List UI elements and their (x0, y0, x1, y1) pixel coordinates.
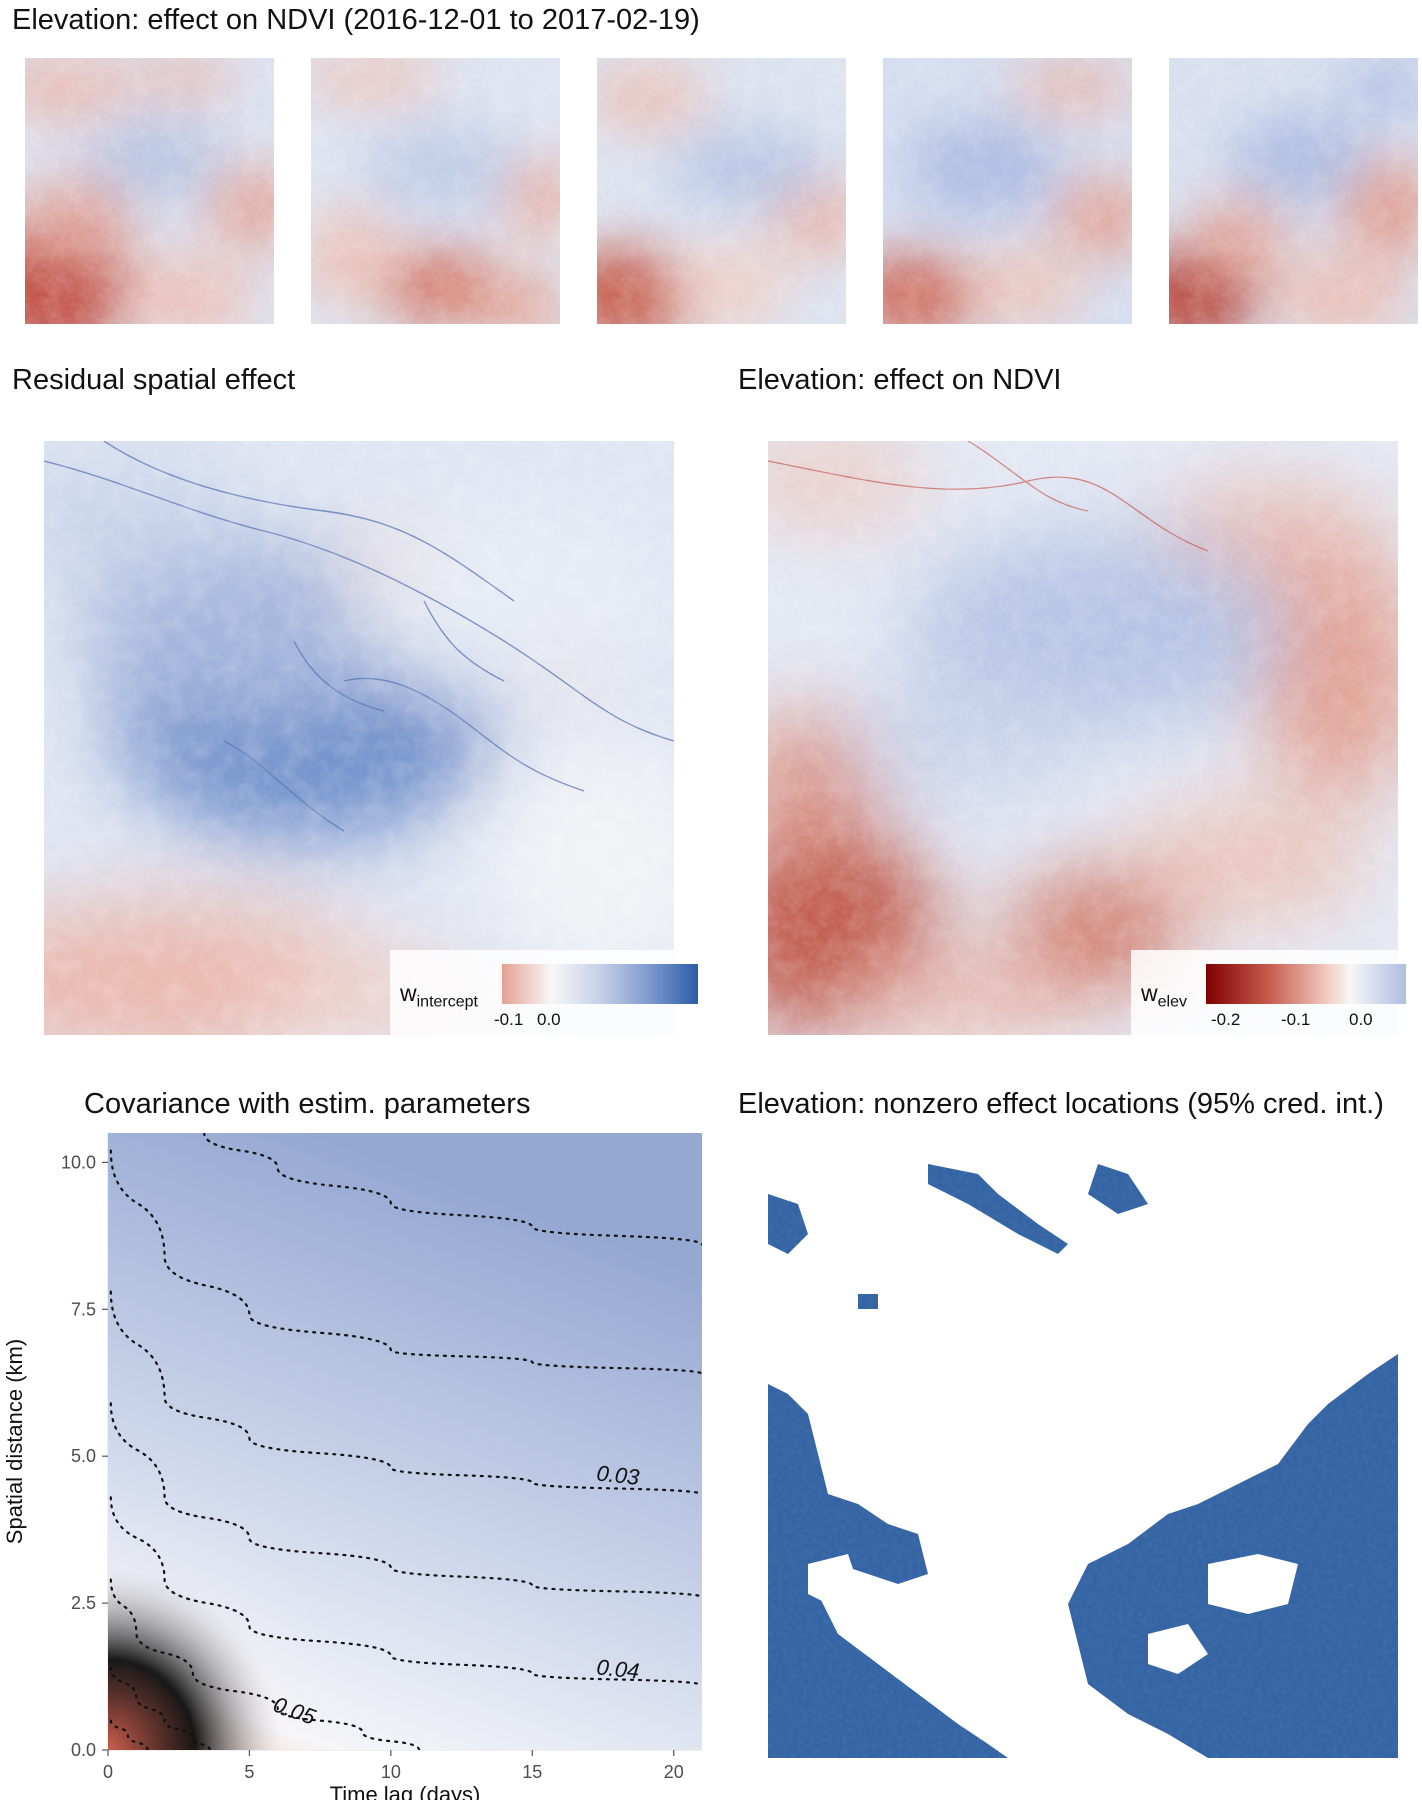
covariance-chart-svg: 0.03 0.04 0.0 5 0 5 10 15 20 0.0 2.5 5.0 7.5 10.0 T… (2, 1133, 702, 1805)
contour-line (109, 1290, 702, 1496)
elevation-panel-1 (25, 58, 274, 324)
nonzero-map (768, 1164, 1398, 1758)
elevation-panel-4-raster (883, 58, 1132, 324)
contour-line (109, 1402, 702, 1599)
contour-line (109, 1496, 702, 1687)
contour-line (109, 1149, 702, 1376)
elevation-panel-5-raster (1169, 58, 1418, 324)
x-tick-label: 10 (381, 1762, 401, 1782)
residual-legend: wintercept -0.1 0.0 (390, 950, 698, 1040)
x-tick-label: 20 (664, 1762, 684, 1782)
covariance-contours (109, 1133, 702, 1750)
x-tick-label: 5 (244, 1762, 254, 1782)
nonzero-map-title: Elevation: nonzero effect locations (95%… (738, 1088, 1384, 1120)
residual-map-raster (44, 441, 674, 1035)
y-tick-label: 10.0 (61, 1152, 96, 1172)
nonzero-map-raster (768, 1164, 1398, 1758)
elevation-map-title: Elevation: effect on NDVI (738, 364, 1062, 396)
contour-line (203, 1133, 702, 1246)
contour-label: 0.04 (595, 1654, 640, 1683)
covariance-x-axis-title: Time lag (days) (330, 1782, 481, 1800)
elevation-panel-2 (311, 58, 560, 324)
elevation-map (768, 441, 1398, 1035)
residual-legend-tick-neg: -0.1 (494, 1010, 524, 1029)
contour-line (109, 1578, 421, 1750)
y-tick-label: 0.0 (71, 1740, 96, 1760)
x-tick-label: 15 (522, 1762, 542, 1782)
elevation-legend-tick-2: -0.1 (1281, 1010, 1311, 1029)
elevation-legend: welev -0.2 -0.1 0.0 (1131, 950, 1413, 1040)
residual-legend-tick-zero: 0.0 (537, 1010, 561, 1029)
elevation-panel-5 (1169, 58, 1418, 324)
residual-map-title: Residual spatial effect (12, 364, 296, 396)
covariance-y-ticks: 0.0 2.5 5.0 7.5 10.0 (61, 1152, 108, 1760)
residual-legend-colorbar (502, 964, 698, 1004)
elevation-panel-2-raster (311, 58, 560, 324)
covariance-chart-title: Covariance with estim. parameters (84, 1088, 531, 1120)
covariance-x-ticks: 0 5 10 15 20 (103, 1750, 684, 1782)
y-tick-label: 5.0 (71, 1446, 96, 1466)
covariance-chart: 0.03 0.04 0.0 5 0 5 10 15 20 0.0 2.5 5.0 7.5 10.0 T… (0, 1120, 720, 1805)
covariance-heatmap (108, 1133, 702, 1750)
elevation-panel-1-raster (25, 58, 274, 324)
covariance-contour-labels: 0.030.040.05 (270, 1461, 641, 1730)
elevation-legend-tick-3: 0.0 (1349, 1010, 1373, 1029)
contour-line (109, 1666, 211, 1750)
contour-label: 0.03 (595, 1461, 641, 1490)
contour-line (109, 1719, 149, 1750)
elevation-panel-3-raster (597, 58, 846, 324)
elevation-panel-3 (597, 58, 846, 324)
x-tick-label: 0 (103, 1762, 113, 1782)
heatmap-high-region (108, 1133, 702, 1750)
covariance-y-axis-title: Spatial distance (km) (2, 1339, 27, 1544)
residual-legend-title: wintercept (400, 980, 478, 1011)
residual-map (44, 441, 674, 1035)
y-tick-label: 2.5 (71, 1593, 96, 1613)
elevation-legend-tick-1: -0.2 (1211, 1010, 1241, 1029)
elevation-panel-4 (883, 58, 1132, 324)
top-row-title: Elevation: effect on NDVI (2016-12-01 to… (12, 4, 700, 36)
elevation-legend-colorbar (1206, 964, 1406, 1004)
elevation-legend-title: welev (1141, 980, 1187, 1011)
y-tick-label: 7.5 (71, 1299, 96, 1319)
elevation-map-raster (768, 441, 1398, 1035)
